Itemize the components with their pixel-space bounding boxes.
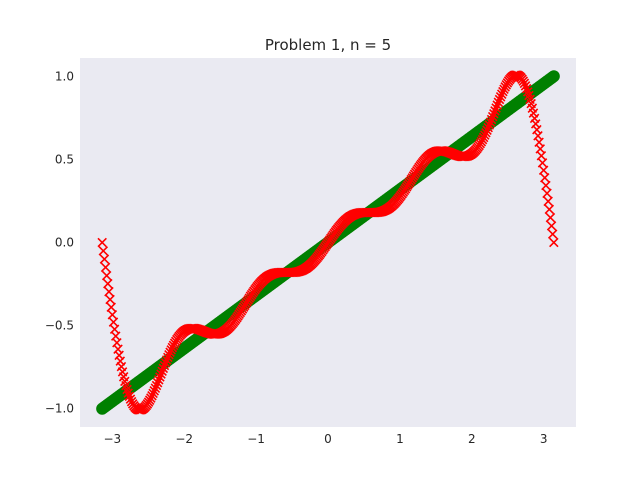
y-tick-label: −0.5 — [45, 319, 74, 333]
data-point-fourier — [521, 83, 532, 94]
data-point-fourier — [155, 372, 165, 382]
chart-title: Problem 1, n = 5 — [265, 36, 391, 54]
data-point-fourier — [101, 270, 112, 281]
data-point-fourier — [545, 212, 556, 223]
x-tick-label: −2 — [175, 432, 193, 446]
data-point-fourier — [520, 81, 531, 91]
y-tick-label: 1.0 — [55, 69, 74, 83]
data-point-fourier — [544, 204, 555, 215]
data-point-fourier — [99, 254, 110, 264]
data-point-fourier — [146, 393, 156, 403]
data-point-fourier — [165, 347, 175, 358]
data-point-fourier — [496, 89, 507, 99]
data-point-fourier — [156, 369, 166, 379]
data-point-fourier — [480, 130, 490, 140]
data-point-fourier — [148, 388, 158, 399]
data-point-fourier — [541, 180, 551, 191]
data-point-fourier — [105, 294, 115, 305]
data-point-fourier — [160, 357, 171, 368]
data-point-fourier — [106, 302, 116, 313]
data-point-fourier — [104, 286, 114, 297]
data-point-fourier — [166, 345, 176, 355]
data-point-fourier — [124, 391, 135, 402]
data-point-fourier — [151, 380, 162, 391]
data-point-line — [547, 70, 560, 83]
data-point-fourier — [107, 310, 118, 320]
x-tick-label: 1 — [396, 432, 404, 446]
data-point-fourier — [123, 388, 133, 398]
data-point-fourier — [543, 196, 553, 207]
data-point-fourier — [161, 355, 172, 365]
data-point-fourier — [490, 106, 500, 116]
data-point-fourier — [149, 386, 160, 396]
data-point-fourier — [103, 278, 113, 289]
data-point-fourier — [537, 158, 548, 168]
data-point-fourier — [481, 127, 491, 138]
data-point-fourier — [147, 391, 157, 401]
data-point-fourier — [483, 122, 493, 133]
data-point-fourier — [164, 349, 174, 360]
data-point-fourier — [163, 352, 173, 363]
data-point-fourier — [487, 111, 498, 122]
data-point-fourier — [498, 86, 508, 97]
data-point-fourier — [489, 109, 499, 119]
y-tick-label: −1.0 — [45, 402, 74, 416]
y-tick-label: 0.5 — [55, 152, 74, 166]
data-point-fourier — [486, 114, 497, 125]
x-tick-label: 0 — [324, 432, 332, 446]
x-tick-label: −1 — [247, 432, 265, 446]
x-axis-ticks: −3 −2 −1 0 1 2 3 — [103, 432, 547, 446]
data-point-fourier — [546, 221, 557, 231]
data-point-fourier — [484, 120, 495, 130]
data-point-fourier — [495, 92, 506, 102]
data-point-fourier — [98, 246, 109, 256]
data-point-fourier — [157, 366, 167, 376]
data-point-fourier — [100, 262, 111, 273]
x-tick-label: 3 — [540, 432, 548, 446]
data-point-fourier — [538, 165, 549, 175]
data-point-fourier — [158, 363, 169, 374]
data-point-fourier — [492, 100, 502, 110]
data-point-fourier — [549, 237, 559, 248]
data-point-fourier — [547, 229, 558, 239]
y-tick-label: 0.0 — [55, 236, 74, 250]
data-point-fourier — [482, 125, 492, 136]
data-point-fourier — [125, 394, 136, 404]
data-point-fourier — [478, 132, 489, 143]
data-point-fourier — [485, 117, 496, 128]
x-tick-label: −3 — [103, 432, 121, 446]
data-point-fourier — [494, 94, 505, 105]
data-point-fourier — [97, 237, 107, 248]
series-fourier-points — [97, 70, 559, 415]
data-point-fourier — [159, 360, 170, 371]
data-point-fourier — [493, 97, 504, 108]
data-point-fourier — [152, 377, 163, 388]
data-point-fourier — [519, 78, 530, 89]
data-point-fourier — [154, 375, 164, 385]
y-axis-ticks: −1.0 −0.5 0.0 0.5 1.0 — [45, 69, 74, 415]
x-tick-label: 2 — [468, 432, 476, 446]
data-point-fourier — [542, 188, 552, 199]
data-point-fourier — [150, 383, 161, 393]
data-point-fourier — [491, 103, 501, 113]
data-point-fourier — [540, 172, 550, 183]
